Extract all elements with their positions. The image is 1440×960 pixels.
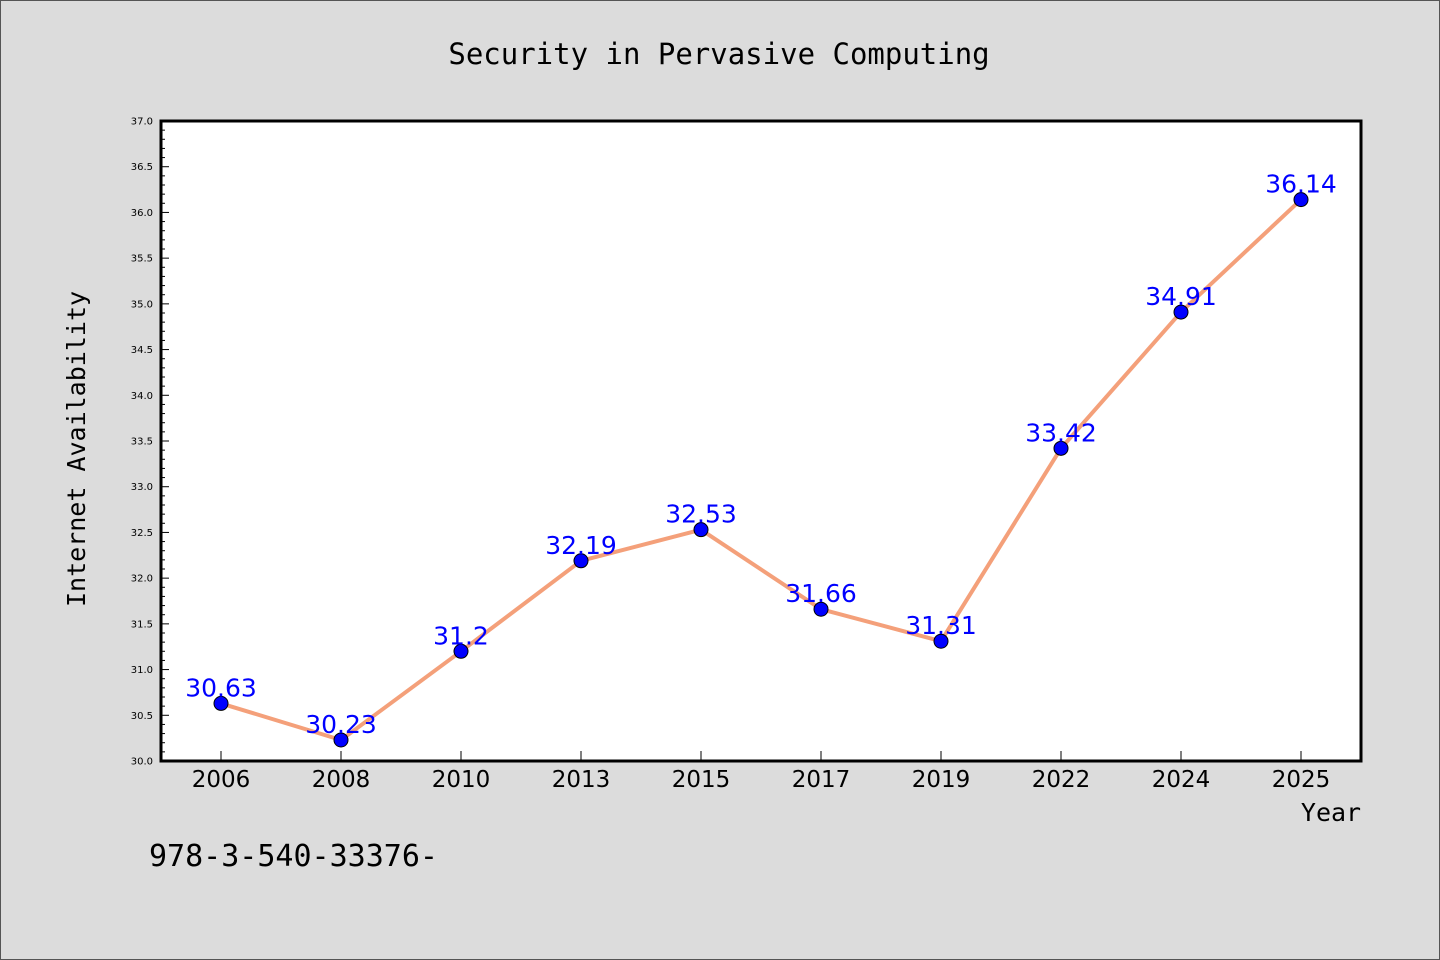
x-tick-label: 2008 [312,767,371,793]
x-axis-ticks: 2006 2008 2010 2013 2015 2017 2019 2022 2024 2025 [192,751,1331,793]
data-point [573,553,589,569]
data-label: 30.63 [185,673,257,702]
x-axis-label: Year [1301,798,1361,827]
data-label: 32.19 [545,531,617,560]
data-point [1053,440,1069,456]
x-tick-label: 2010 [432,767,491,793]
y-tick-label: 37.0 [131,117,153,128]
x-tick-label: 2017 [792,767,851,793]
y-tick-label: 32.5 [131,528,153,539]
y-tick-label: 35.0 [131,299,153,310]
data-label: 31.31 [905,611,977,640]
y-tick-label: 31.5 [131,619,153,630]
data-label: 34.91 [1145,282,1217,311]
y-tick-label: 36.5 [131,162,153,173]
data-point [333,732,349,748]
y-tick-label: 32.0 [131,574,153,585]
x-tick-label: 2025 [1272,767,1331,793]
y-axis-label: Internet Availability [62,291,91,607]
data-label: 32.53 [665,500,737,529]
data-point [813,601,829,617]
data-labels: 30.63 30.23 31.2 32.19 32.53 31.66 31.31 33.42 3… [185,170,1337,739]
data-label: 30.23 [305,710,377,739]
y-tick-label: 35.5 [131,254,153,265]
y-tick-label: 33.5 [131,437,153,448]
series-line [220,198,1303,742]
data-points [213,192,1309,748]
plot-area [161,121,1361,761]
data-point [693,522,709,538]
y-tick-label: 34.0 [131,391,153,402]
y-tick-label: 30.0 [131,757,153,768]
data-point [213,695,229,711]
data-point [1293,192,1309,208]
x-tick-label: 2015 [672,767,731,793]
data-label: 31.66 [785,579,857,608]
plot-border [159,119,1363,763]
y-tick-label: 31.0 [131,665,153,676]
data-point [453,643,469,659]
x-tick-label: 2022 [1032,767,1091,793]
x-tick-label: 2013 [552,767,611,793]
y-tick-label: 30.5 [131,711,153,722]
y-tick-label: 36.0 [131,208,153,219]
y-tick-label: 34.5 [131,345,153,356]
footer-text: 978-3-540-33376- [149,839,438,874]
x-tick-label: 2019 [912,767,971,793]
x-tick-label: 2024 [1152,767,1211,793]
data-point [933,633,949,649]
data-label: 31.2 [433,621,489,650]
series-polyline [220,198,1303,742]
data-label: 36.14 [1265,170,1337,199]
data-label: 33.42 [1025,418,1097,447]
y-tick-label: 33.0 [131,482,153,493]
x-tick-label: 2006 [192,767,251,793]
data-point [1173,304,1189,320]
chart-title: Security in Pervasive Computing [448,37,989,71]
